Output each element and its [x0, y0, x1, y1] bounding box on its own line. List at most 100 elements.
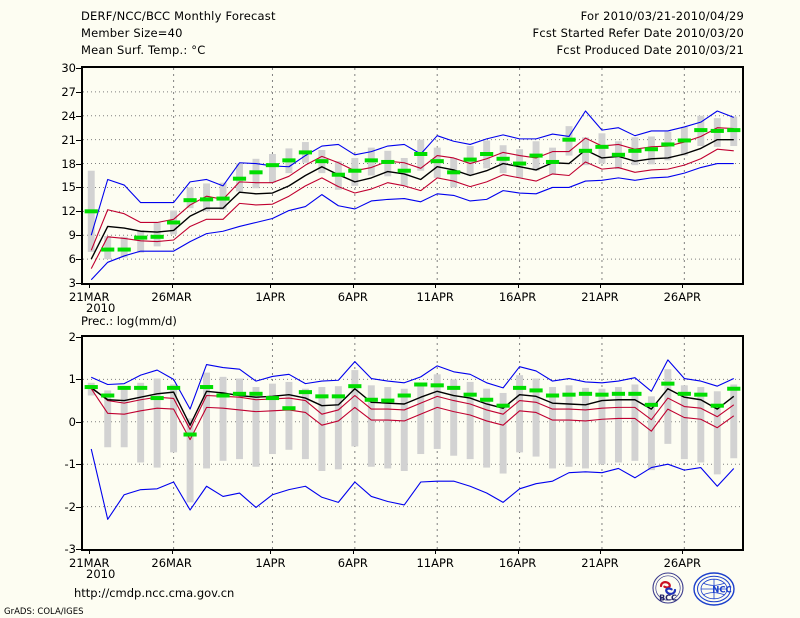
median-marker — [661, 142, 675, 147]
median-marker — [611, 391, 626, 396]
median-marker — [282, 406, 296, 411]
median-marker — [117, 385, 131, 390]
source-url[interactable]: http://cmdp.ncc.cma.gov.cn — [74, 586, 235, 600]
x-tick-mark — [435, 283, 437, 288]
x-tick-label: 11APR — [416, 556, 454, 570]
y-tick-label: 27 — [61, 84, 76, 99]
y-tick-mark — [76, 421, 81, 423]
bcc-logo: BCC — [648, 569, 688, 609]
median-marker — [578, 148, 593, 153]
ensemble-spread-bar — [466, 381, 474, 460]
series-line-q25 — [90, 388, 735, 441]
ensemble-spread-bar — [367, 385, 375, 467]
ensemble-spread-bar — [483, 388, 491, 468]
median-marker — [364, 158, 378, 163]
median-marker — [562, 392, 576, 397]
ensemble-spread-bar — [269, 154, 276, 183]
median-marker — [364, 397, 378, 402]
median-marker — [529, 388, 543, 393]
ensemble-spread-bar — [713, 391, 721, 475]
y-tick-label: 21 — [61, 132, 76, 147]
median-marker — [661, 381, 675, 386]
x-tick-mark — [171, 283, 173, 288]
precipitation-x-axis-year: 2010 — [86, 567, 116, 581]
median-marker — [183, 432, 197, 437]
ensemble-spread-bar — [219, 182, 227, 210]
median-marker — [101, 247, 115, 252]
forecast-start-date-label: Fcst Started Refer Date 2010/03/20 — [532, 26, 744, 40]
median-marker — [694, 128, 708, 133]
median-marker — [447, 170, 461, 175]
x-tick-label: 21APR — [581, 556, 619, 570]
x-tick-label: 21MAR — [69, 556, 110, 570]
x-tick-label: 26APR — [663, 290, 702, 304]
median-marker — [298, 150, 313, 155]
series-line-q75 — [90, 386, 735, 430]
y-tick-label: 12 — [61, 204, 76, 219]
x-tick-label: 26MAR — [151, 290, 192, 304]
temperature-plot-area — [83, 68, 742, 283]
ensemble-spread-bar — [532, 378, 540, 457]
ensemble-spread-bar — [120, 236, 128, 258]
median-marker — [710, 128, 724, 133]
ensemble-spread-bar — [680, 385, 688, 460]
x-tick-label: 16APR — [498, 290, 537, 304]
ensemble-spread-bar — [417, 383, 425, 455]
x-tick-mark — [599, 549, 601, 554]
x-tick-label: 1APR — [255, 290, 286, 304]
temperature-y-axis: 3 6 9 12 15 18 21 24 27 30 — [41, 61, 81, 290]
forecast-produced-date-label: Fcst Produced Date 2010/03/21 — [556, 43, 744, 57]
median-marker — [298, 390, 313, 395]
ensemble-spread-bar — [730, 384, 738, 459]
median-marker — [496, 156, 510, 161]
ensemble-spread-bar — [614, 387, 622, 463]
x-tick-mark — [352, 549, 354, 554]
ensemble-spread-bar — [219, 376, 227, 461]
precipitation-plot-frame — [81, 335, 744, 551]
median-marker — [315, 159, 329, 164]
x-tick-label: 6APR — [337, 556, 368, 570]
y-tick-label: -1 — [64, 457, 76, 472]
temperature-plot-frame — [81, 66, 744, 285]
median-marker — [694, 392, 708, 397]
temperature-x-axis: 21MAR 26MAR 1APR 6APR 11APR 16APR 21APR 26APR — [69, 283, 744, 304]
median-marker — [150, 234, 164, 239]
ensemble-spread-bar — [301, 388, 309, 460]
series-line-min — [90, 448, 735, 520]
ensemble-spread-bar — [186, 187, 194, 209]
bcc-logo-text: BCC — [659, 594, 677, 603]
ensemble-spread-bar — [203, 372, 211, 469]
precipitation-plot-area — [83, 337, 742, 549]
ensemble-spread-bar — [450, 379, 458, 456]
median-marker — [282, 158, 296, 163]
median-marker — [644, 402, 658, 407]
median-marker — [381, 398, 395, 403]
ensemble-spread-bar — [384, 387, 392, 469]
y-tick-label: 2 — [68, 330, 76, 344]
median-marker — [430, 159, 444, 164]
x-tick-mark — [435, 549, 437, 554]
median-marker — [562, 137, 576, 142]
y-tick-label: 6 — [68, 252, 76, 267]
ensemble-spread-bar — [351, 370, 359, 447]
y-tick-mark — [76, 139, 81, 141]
ensemble-spread-bar — [631, 384, 639, 461]
y-tick-mark — [76, 259, 81, 261]
ensemble-spread-bar — [137, 382, 145, 463]
median-marker — [249, 391, 263, 396]
median-marker — [414, 152, 428, 156]
median-marker — [249, 170, 263, 175]
median-marker — [496, 403, 510, 408]
series-line-mean — [90, 387, 735, 426]
ncc-logo-text: NCC — [712, 586, 732, 596]
median-marker — [134, 235, 148, 240]
ensemble-spread-bar — [285, 381, 293, 450]
x-tick-label: 26MAR — [151, 556, 192, 570]
series-line-min — [90, 163, 734, 281]
temperature-x-axis-year: 2010 — [86, 301, 116, 315]
series-line-mean — [90, 138, 734, 260]
median-marker — [183, 198, 197, 203]
median-marker — [430, 383, 444, 388]
median-marker — [167, 220, 181, 225]
